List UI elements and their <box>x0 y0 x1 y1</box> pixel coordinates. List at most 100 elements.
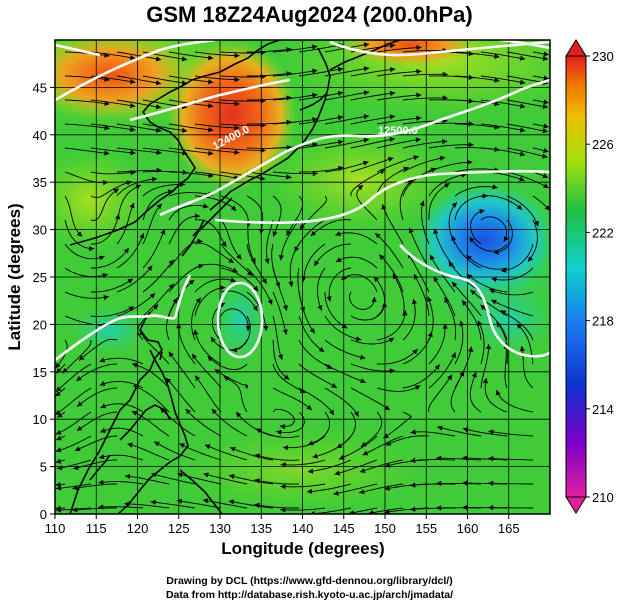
colorbar-tick-label: 230 <box>592 49 614 64</box>
streamline <box>99 381 144 389</box>
x-tick-label: 140 <box>292 521 314 536</box>
streamline <box>484 378 508 413</box>
streamline <box>124 475 170 485</box>
streamline-arrow <box>308 440 314 446</box>
streamline-arrow <box>155 127 162 133</box>
streamline <box>168 123 214 131</box>
streamline-arrow <box>172 297 178 304</box>
streamline <box>272 118 318 125</box>
streamline <box>55 411 92 435</box>
streamline-arrow <box>516 204 523 210</box>
streamline <box>402 97 448 101</box>
streamline-arrow <box>223 376 230 382</box>
streamline <box>150 501 196 509</box>
streamline-arrow <box>452 281 458 288</box>
streamline-arrow <box>444 297 450 303</box>
x-tick-label: 165 <box>498 521 520 536</box>
streamline-arrow <box>363 66 370 72</box>
streamline <box>99 357 144 365</box>
streamline <box>272 408 295 427</box>
streamline-arrow <box>130 126 136 132</box>
streamline-arrow <box>486 344 492 349</box>
x-axis: 110 115 120 125 130 135 140 145 150 155 160 165 <box>45 514 520 536</box>
streamline <box>194 219 227 248</box>
streamline <box>454 51 500 58</box>
streamline-arrow <box>516 323 522 329</box>
streamline-arrow <box>57 412 63 418</box>
streamline <box>436 457 482 461</box>
credit-data: Data from http://database.rish.kyoto-u.a… <box>165 589 454 601</box>
streamline <box>116 178 158 197</box>
streamline <box>100 403 144 413</box>
streamline-arrow <box>253 285 259 292</box>
streamline <box>350 115 396 125</box>
streamline-arrow <box>341 323 348 329</box>
streamline-arrow <box>543 148 549 153</box>
streamline-arrow <box>310 230 317 236</box>
streamline-arrow <box>543 99 549 105</box>
streamline <box>454 75 500 82</box>
streamline <box>98 454 144 461</box>
streamline-arrow <box>100 403 107 409</box>
streamline-arrow <box>156 203 162 210</box>
streamline-arrow <box>392 273 398 280</box>
streamline <box>376 46 422 53</box>
streamline-arrow <box>260 74 266 80</box>
streamline-arrow <box>462 427 469 433</box>
streamline <box>254 504 299 509</box>
streamline-arrow <box>448 261 454 267</box>
streamline <box>356 184 378 221</box>
y-axis-label: Latitude (degrees) <box>5 203 24 350</box>
streamline <box>133 385 170 413</box>
streamline-arrow <box>176 498 183 504</box>
streamline-arrow <box>168 351 174 358</box>
streamline <box>434 228 456 269</box>
streamline <box>480 195 523 211</box>
streamline-arrow <box>272 231 278 237</box>
streamline-arrow <box>211 336 216 343</box>
streamline-arrow <box>280 507 286 513</box>
streamline-arrow <box>494 146 500 152</box>
streamline <box>90 99 136 107</box>
streamline-arrow <box>416 68 422 75</box>
streamline-arrow <box>326 296 332 302</box>
streamline-arrow <box>294 246 300 252</box>
streamline-arrow <box>55 391 61 397</box>
x-tick-label: 155 <box>415 521 437 536</box>
streamline <box>335 232 378 245</box>
streamline <box>350 92 396 101</box>
x-tick-label: 135 <box>250 521 272 536</box>
streamline-arrow <box>469 236 475 243</box>
streamline <box>220 195 250 227</box>
streamline-arrow <box>430 167 437 173</box>
streamline-arrow <box>500 310 507 316</box>
streamline <box>220 267 259 292</box>
streamline <box>220 147 266 151</box>
streamline <box>91 278 134 293</box>
streamline <box>177 473 222 485</box>
streamline-arrow <box>260 122 266 128</box>
streamline-arrow <box>410 457 416 463</box>
streamline <box>506 123 548 133</box>
streamline <box>362 435 404 456</box>
streamline-arrow <box>389 137 395 143</box>
streamline-arrow <box>55 458 62 464</box>
streamline <box>527 219 538 262</box>
colorbar-tick-label: 210 <box>592 490 614 505</box>
map-title: GSM 18Z24Aug2024 (200.0hPa) <box>146 2 473 27</box>
colorbar-tick-label: 222 <box>592 225 614 240</box>
streamline <box>444 297 457 341</box>
streamline-arrow <box>55 507 61 513</box>
streamline-arrow <box>260 98 266 104</box>
streamline-arrow <box>544 205 550 211</box>
streamline-arrow <box>488 456 494 462</box>
streamline <box>376 138 421 149</box>
y-tick-label: 45 <box>33 80 47 95</box>
x-axis-label: Longitude (degrees) <box>221 539 384 558</box>
y-tick-label: 25 <box>33 270 47 285</box>
streamline <box>76 387 118 407</box>
streamline-arrow <box>542 103 548 109</box>
streamline-arrow <box>208 79 214 85</box>
streamline-arrow <box>317 305 323 311</box>
